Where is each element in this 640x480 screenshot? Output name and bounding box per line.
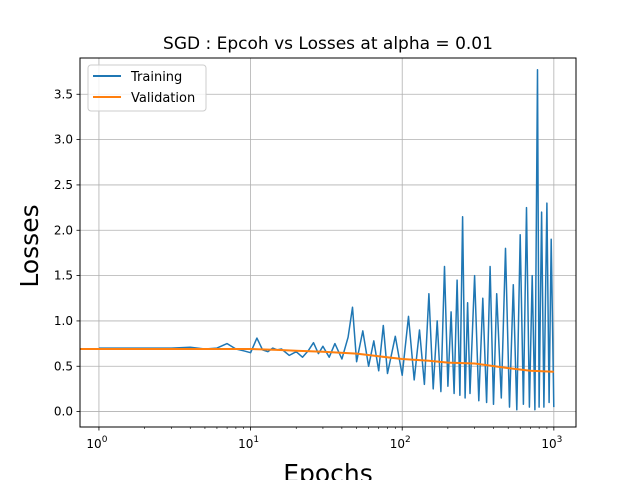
- y-tick-label: 2.5: [54, 178, 73, 192]
- series-line-training: [98, 69, 555, 411]
- plot-frame: [79, 57, 577, 428]
- y-tick-label: 3.0: [54, 133, 73, 147]
- y-axis-label: Losses: [15, 204, 44, 287]
- chart-title: SGD : Epcoh vs Losses at alpha = 0.01: [163, 34, 493, 54]
- grid: [80, 58, 576, 427]
- legend: Training Validation: [87, 64, 207, 112]
- legend-label-validation: Validation: [131, 91, 195, 106]
- legend-label-training: Training: [130, 70, 182, 85]
- y-tick-label: 0.0: [54, 405, 73, 419]
- series-line-validation: [80, 348, 554, 373]
- y-tick-label: 3.5: [54, 87, 73, 101]
- y-tick-label: 0.5: [54, 359, 73, 373]
- y-tick-label: 1.5: [54, 269, 73, 283]
- plot-lines: [80, 69, 555, 411]
- x-axis-label: Epochs: [283, 459, 373, 480]
- y-tick-label: 1.0: [54, 314, 73, 328]
- y-tick-label: 2.0: [54, 223, 73, 237]
